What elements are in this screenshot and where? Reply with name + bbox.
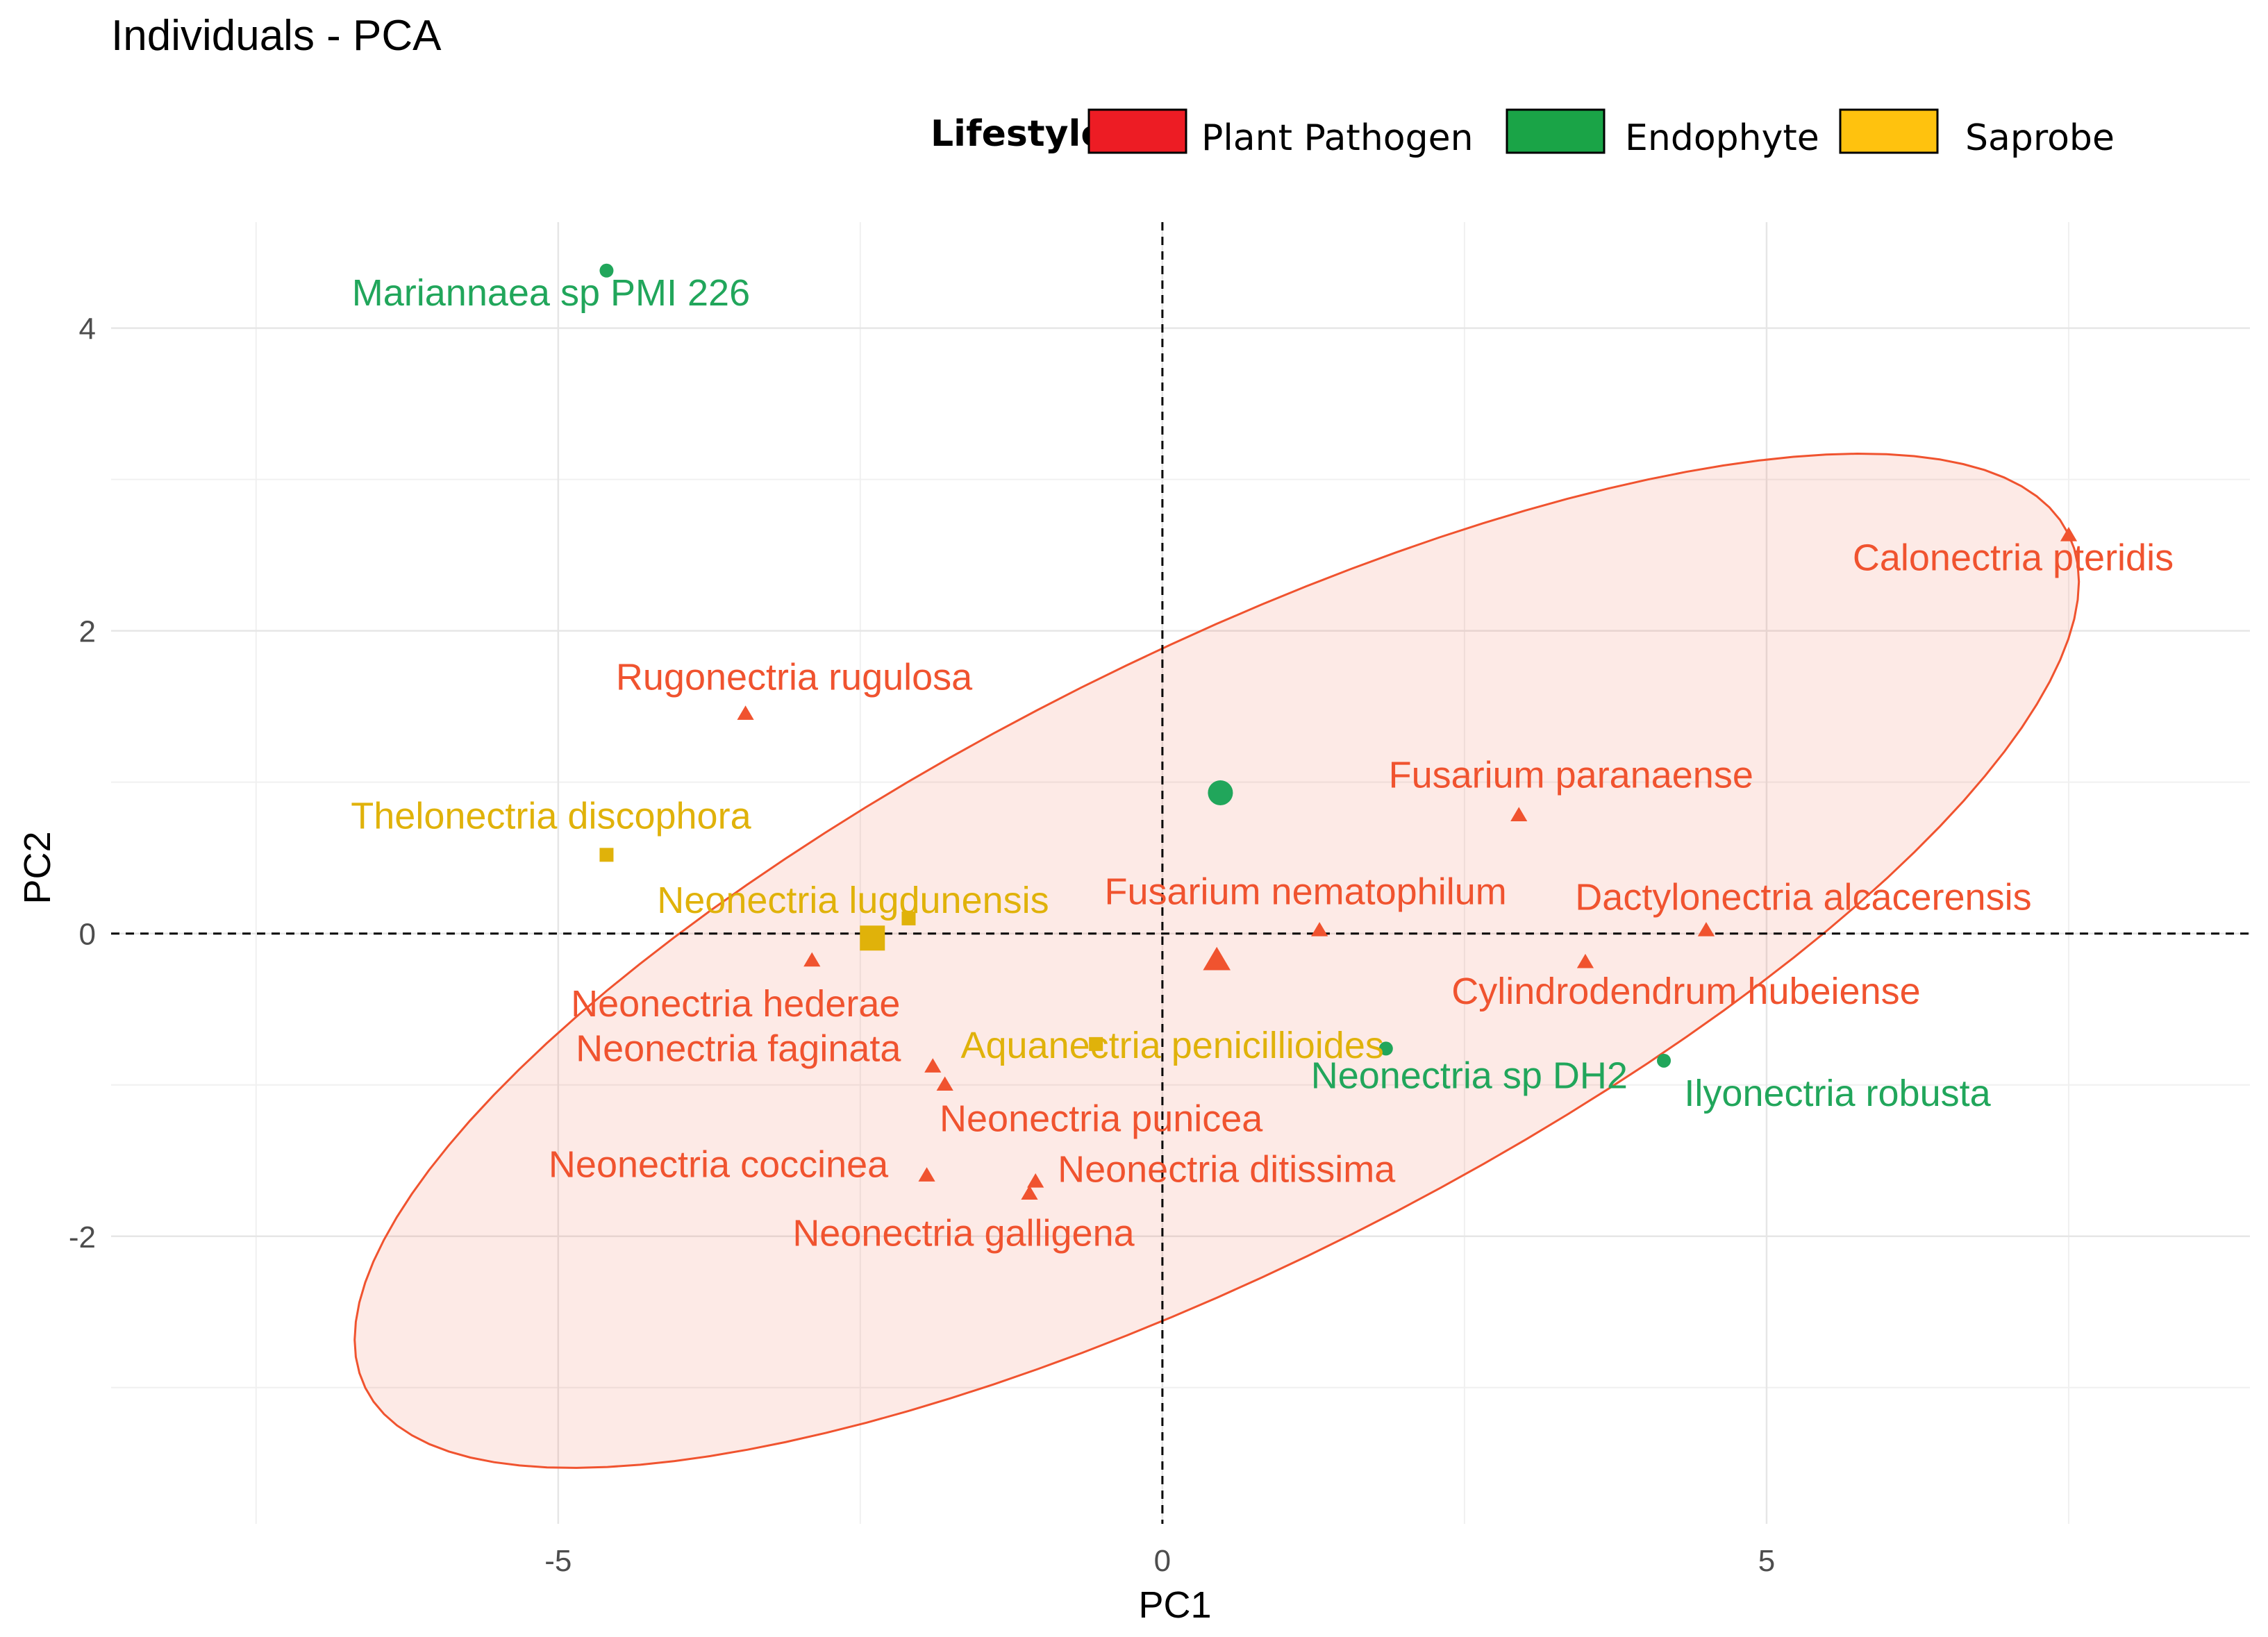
x-tick-label: 5 [1758, 1544, 1775, 1578]
point-label: Ilyonectria robusta [1684, 1073, 1991, 1114]
chart-title: Individuals - PCA [111, 12, 442, 60]
data-point [918, 1167, 935, 1182]
data-point [1027, 1173, 1044, 1188]
x-tick-label: -5 [544, 1544, 572, 1578]
data-point [1657, 1053, 1671, 1068]
data-point [737, 705, 754, 720]
legend: Lifestyle Plant Pathogen Endophyte Saprobe [931, 108, 2115, 159]
legend-label: Endophyte [1625, 117, 1819, 159]
x-tick-label: 0 [1154, 1544, 1171, 1578]
data-point [1021, 1185, 1038, 1200]
point-label: Neonectria punicea [940, 1098, 1263, 1140]
plot-panel: Mariannaea sp PMI 226 Calonectria pteridi… [111, 222, 2250, 1524]
y-tick-label: 0 [79, 918, 96, 952]
point-label: Fusarium nematophilum [1104, 871, 1506, 912]
point-label: Thelonectria discophora [351, 795, 751, 837]
legend-title: Lifestyle [931, 113, 1106, 155]
point-label: Mariannaea sp PMI 226 [352, 272, 750, 314]
point-label: Dactylonectria alcacerensis [1575, 876, 2031, 918]
y-axis-label: PC2 [17, 831, 58, 904]
point-label: Aquanectria penicillioides [961, 1025, 1384, 1066]
x-axis-label: PC1 [1138, 1584, 1211, 1626]
data-point [1576, 953, 1594, 968]
legend-swatch [1506, 108, 1606, 154]
data-point [1089, 1036, 1103, 1051]
data-point [1378, 1041, 1393, 1056]
point-label: Neonectria galligena [792, 1213, 1135, 1254]
data-point [599, 848, 614, 862]
data-point [803, 952, 821, 967]
data-point [599, 263, 614, 278]
point-label: Neonectria faginata [576, 1028, 901, 1070]
point-label: Cylindrodendrum hubeiense [1451, 971, 1920, 1012]
data-point [1311, 922, 1328, 937]
point-label: Neonectria hederae [571, 983, 900, 1025]
axes: -5 0 5 -2 0 2 4 [69, 312, 1775, 1578]
point-label: Neonectria ditissima [1058, 1148, 1396, 1190]
point-label: Rugonectria rugulosa [616, 657, 973, 698]
group-mean-marker [1208, 780, 1233, 805]
y-tick-label: 2 [79, 615, 96, 649]
point-label: Neonectria sp DH2 [1311, 1055, 1628, 1096]
point-label: Calonectria pteridis [1853, 537, 2174, 578]
data-point [1510, 807, 1528, 821]
y-tick-label: 4 [79, 312, 96, 346]
group-mean-marker [1203, 946, 1231, 971]
data-point [924, 1058, 942, 1073]
point-label: Neonectria coccinea [549, 1144, 889, 1186]
data-point [1697, 922, 1715, 937]
data-point [901, 911, 916, 925]
point-label: Neonectria lugdunensis [657, 880, 1049, 921]
data-point [936, 1076, 953, 1091]
legend-swatch [1087, 108, 1187, 154]
point-label: Fusarium paranaense [1389, 755, 1753, 796]
legend-label: Plant Pathogen [1201, 117, 1474, 159]
legend-label: Saprobe [1965, 117, 2115, 159]
y-tick-label: -2 [69, 1220, 96, 1254]
data-point [2060, 527, 2078, 542]
legend-swatch [1839, 108, 1939, 154]
group-mean-marker [860, 925, 885, 951]
